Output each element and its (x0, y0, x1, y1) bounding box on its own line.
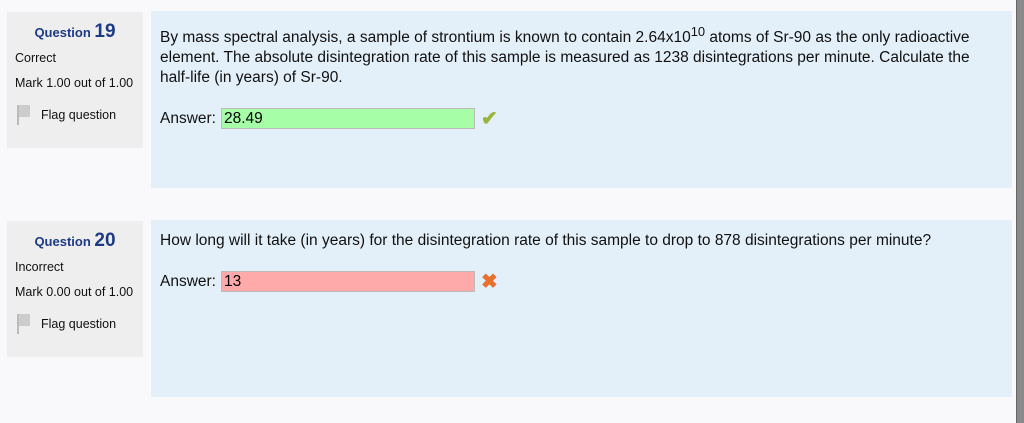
flag-question-link[interactable]: Flag question (15, 105, 135, 125)
question-text: By mass spectral analysis, a sample of s… (160, 22, 1003, 88)
question-mark: Mark 1.00 out of 1.00 (15, 76, 134, 90)
question-info-20: Question 20 Incorrect Mark 0.00 out of 1… (7, 221, 143, 357)
question-state: Incorrect (15, 260, 64, 274)
scrollbar[interactable] (1016, 0, 1024, 423)
answer-input[interactable] (221, 108, 475, 130)
answer-label: Answer: (160, 109, 216, 127)
question-mark: Mark 0.00 out of 1.00 (15, 285, 134, 299)
text: By mass spectral analysis, a sample of s… (160, 29, 691, 47)
question-info-19: Question 19 Correct Mark 1.00 out of 1.0… (7, 12, 143, 148)
superscript: 10 (690, 24, 706, 39)
question-state: Correct (15, 51, 56, 65)
answer-label: Answer: (160, 272, 216, 290)
question-label: Question (34, 25, 91, 40)
question-content-20: How long will it take (in years) for the… (151, 220, 1012, 397)
correct-check-icon: ✔ (481, 107, 498, 130)
question-text: How long will it take (in years) for the… (160, 232, 932, 249)
text: atoms of Sr-90 as the only radioactive e… (160, 29, 970, 87)
question-num: 19 (94, 21, 116, 42)
answer-input[interactable] (221, 271, 475, 292)
answer-row: Answer: ✔ (160, 107, 1003, 130)
question-content-19: By mass spectral analysis, a sample of s… (151, 11, 1012, 188)
flag-label: Flag question (41, 317, 117, 331)
incorrect-cross-icon: ✖ (481, 270, 498, 293)
question-number: Question 19 (15, 21, 135, 43)
answer-row: Answer: ✖ (160, 271, 1003, 292)
flag-label: Flag question (41, 108, 117, 122)
question-label: Question (34, 234, 91, 249)
question-number: Question 20 (15, 230, 135, 252)
flag-question-link[interactable]: Flag question (15, 314, 135, 334)
flag-icon (15, 105, 31, 125)
question-num: 20 (94, 230, 116, 251)
flag-icon (15, 314, 31, 334)
